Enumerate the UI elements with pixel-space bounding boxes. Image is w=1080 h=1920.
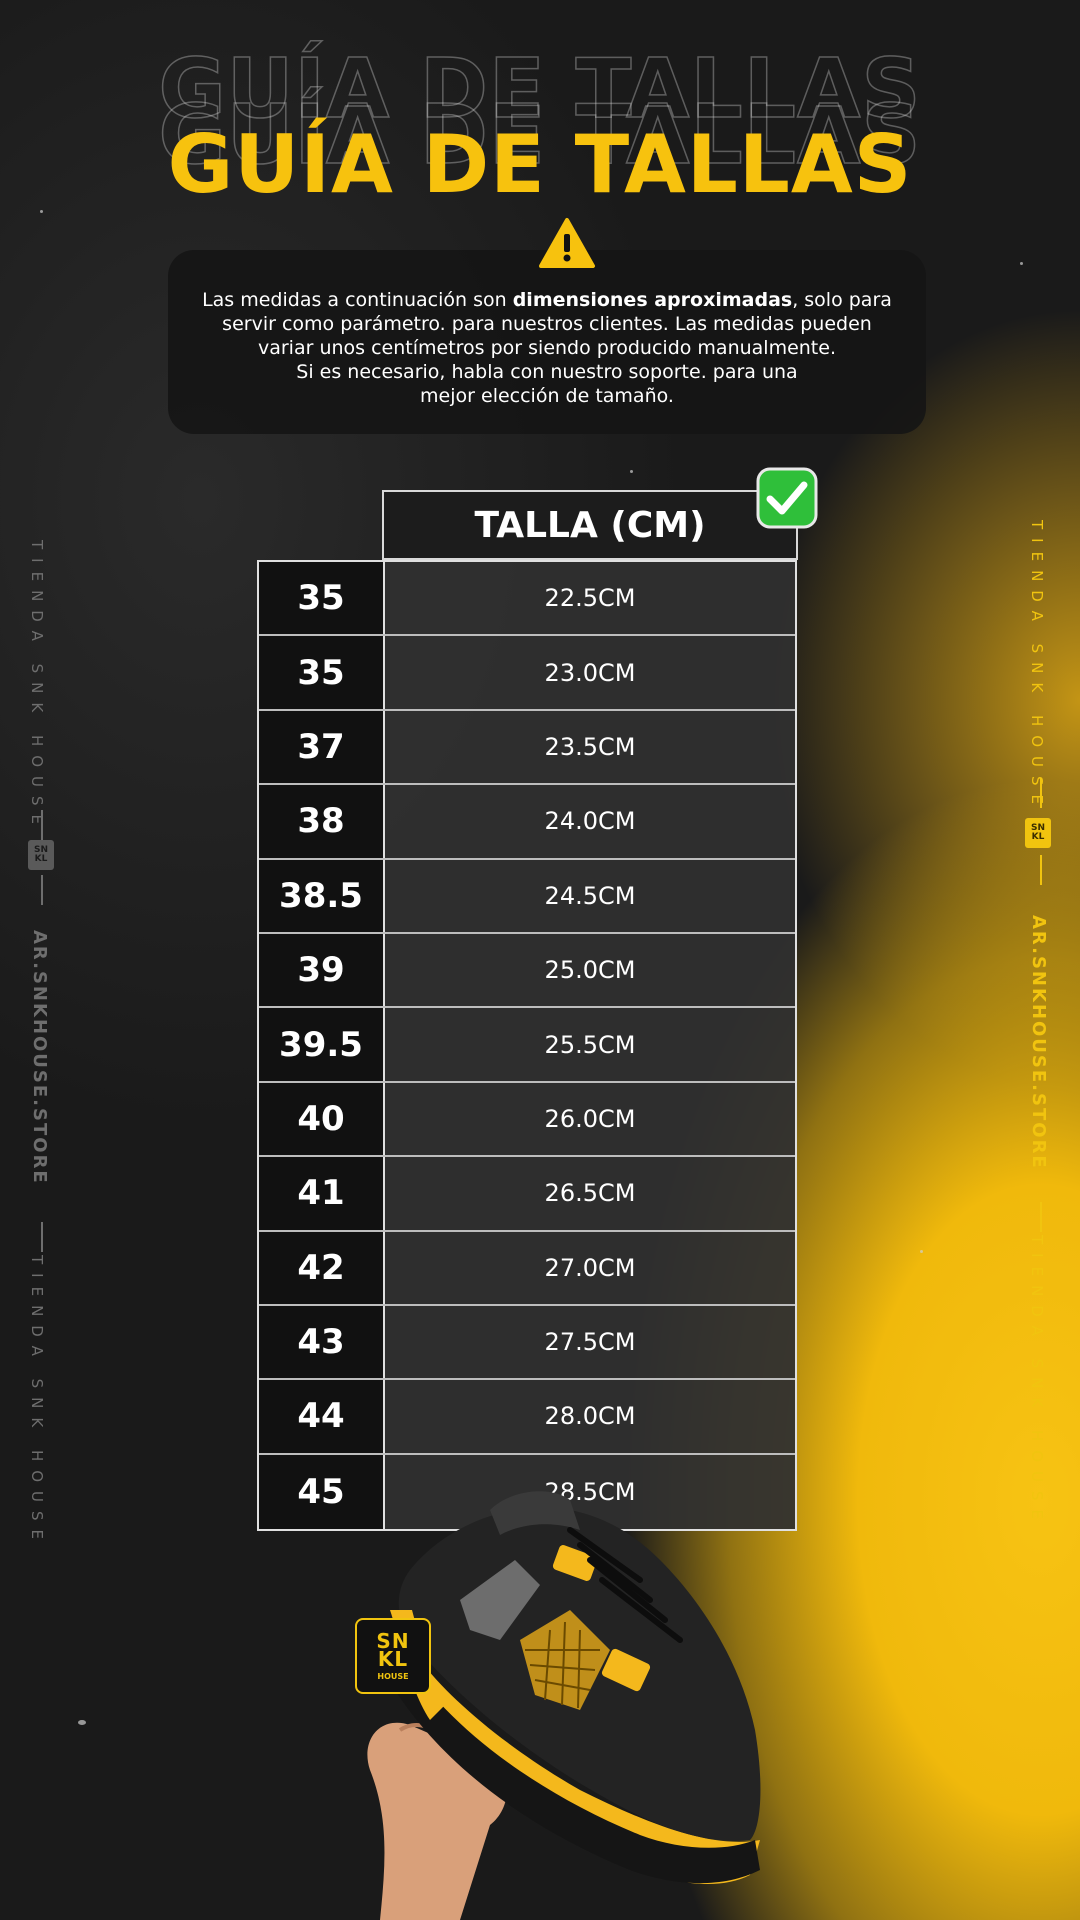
side-brand-text: TIENDA SNK HOUSE <box>28 540 46 834</box>
side-url: AR.SNKHOUSE.STORE <box>29 930 50 1185</box>
cm-size-cell: 27.5CM <box>385 1305 795 1379</box>
cm-size-cell: 27.0CM <box>385 1231 795 1304</box>
dust-speck <box>630 470 633 473</box>
dust-speck <box>920 1250 923 1253</box>
table-row: 42 27.0CM <box>259 1231 795 1306</box>
table-row: 38 24.0CM <box>259 785 795 860</box>
table-row: 38.5 24.5CM <box>259 859 795 934</box>
table-row: 35 22.5CM <box>259 562 795 637</box>
cm-size-cell: 23.5CM <box>385 710 795 784</box>
side-brand-text: TIENDA SNK HOUSE <box>28 1255 46 1549</box>
cm-size-cell: 28.0CM <box>385 1380 795 1453</box>
ghost-title: GUÍA DE TALLAS <box>158 41 922 138</box>
cm-size-cell: 23.0CM <box>385 636 795 709</box>
eu-size-cell: 43 <box>259 1305 385 1379</box>
cm-size-cell: 25.5CM <box>385 1008 795 1081</box>
check-icon <box>756 467 818 529</box>
size-table: 35 22.5CM 35 23.0CM 37 23.5CM 38 24.0CM 38.5 24.5… <box>257 560 797 1532</box>
notice-line: Si es necesario, habla con nuestro sopor… <box>296 361 798 383</box>
eu-size-cell: 39.5 <box>259 1008 385 1081</box>
side-divider <box>41 1222 43 1252</box>
cm-size-cell: 24.0CM <box>385 785 795 858</box>
table-row: 39 25.0CM <box>259 933 795 1009</box>
table-row: 40 26.0CM <box>259 1082 795 1158</box>
eu-size-cell: 41 <box>259 1157 385 1230</box>
eu-size-cell: 35 <box>259 562 385 635</box>
brand-logo-badge: SN KL HOUSE <box>355 1618 431 1694</box>
notice-box: Las medidas a continuación son dimension… <box>168 250 926 434</box>
notice-line: servir como parámetro. para nuestros cli… <box>222 313 872 335</box>
side-logo-icon: SN KL <box>1025 818 1051 848</box>
dust-speck <box>78 1720 86 1725</box>
eu-size-cell: 37 <box>259 710 385 784</box>
eu-size-cell: 38.5 <box>259 859 385 932</box>
side-logo-icon: SN KL <box>28 840 54 870</box>
cm-size-cell: 25.0CM <box>385 933 795 1007</box>
side-divider <box>1040 855 1042 885</box>
eu-size-cell: 45 <box>259 1454 385 1530</box>
table-header: TALLA (CM) <box>382 490 798 560</box>
ghost-title: GUÍA DE TALLAS <box>158 87 922 184</box>
table-row: 39.5 25.5CM <box>259 1008 795 1083</box>
table-row: 35 23.0CM <box>259 636 795 711</box>
brand-logo-sub: HOUSE <box>377 1671 409 1681</box>
eu-size-cell: 39 <box>259 933 385 1007</box>
eu-size-cell: 42 <box>259 1231 385 1304</box>
side-divider <box>1040 1202 1042 1232</box>
page-title: GUÍA DE TALLAS <box>167 118 913 211</box>
brand-logo-mark: KL <box>377 1646 409 1671</box>
eu-size-cell: 40 <box>259 1082 385 1156</box>
cm-size-cell: 26.0CM <box>385 1082 795 1156</box>
side-divider <box>41 810 43 840</box>
side-divider <box>1040 778 1042 808</box>
side-brand-text: TIENDA SNK HOUSE <box>1028 1235 1046 1529</box>
notice-line: Las medidas a continuación son dimension… <box>202 289 892 311</box>
cm-size-cell: 22.5CM <box>385 562 795 635</box>
cm-size-cell: 26.5CM <box>385 1157 795 1230</box>
side-divider <box>41 875 43 905</box>
brand-logo-mark: SN <box>376 1628 410 1653</box>
dust-speck <box>1020 262 1023 265</box>
side-url: AR.SNKHOUSE.STORE <box>1028 915 1049 1170</box>
table-row: 41 26.5CM <box>259 1157 795 1232</box>
notice-line: variar unos centímetros por siendo produ… <box>257 337 836 359</box>
sneaker-image <box>367 1491 761 1920</box>
table-row: 43 27.5CM <box>259 1305 795 1381</box>
side-brand-text: TIENDA SNK HOUSE <box>1028 520 1046 814</box>
cm-size-cell: 24.5CM <box>385 859 795 932</box>
table-row: 37 23.5CM <box>259 710 795 786</box>
eu-size-cell: 35 <box>259 636 385 709</box>
dust-speck <box>40 210 43 213</box>
eu-size-cell: 44 <box>259 1380 385 1453</box>
table-row: 44 28.0CM <box>259 1380 795 1455</box>
notice-line: mejor elección de tamaño. <box>420 385 674 407</box>
warning-icon <box>539 218 595 268</box>
eu-size-cell: 38 <box>259 785 385 858</box>
